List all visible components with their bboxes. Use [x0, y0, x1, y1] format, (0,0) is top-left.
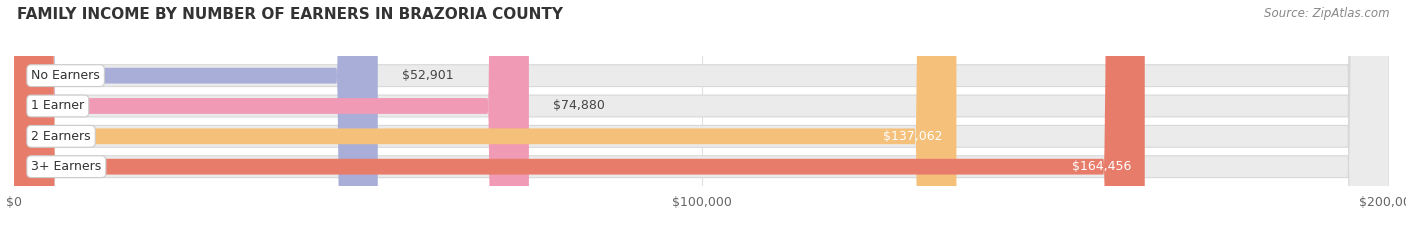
Text: No Earners: No Earners [31, 69, 100, 82]
Text: 1 Earner: 1 Earner [31, 99, 84, 113]
FancyBboxPatch shape [14, 0, 956, 233]
FancyBboxPatch shape [14, 0, 1389, 233]
FancyBboxPatch shape [14, 0, 1144, 233]
Text: $137,062: $137,062 [883, 130, 942, 143]
Text: FAMILY INCOME BY NUMBER OF EARNERS IN BRAZORIA COUNTY: FAMILY INCOME BY NUMBER OF EARNERS IN BR… [17, 7, 562, 22]
Text: 2 Earners: 2 Earners [31, 130, 91, 143]
Text: $74,880: $74,880 [553, 99, 605, 113]
FancyBboxPatch shape [14, 0, 1389, 233]
FancyBboxPatch shape [14, 0, 1389, 233]
Text: 3+ Earners: 3+ Earners [31, 160, 101, 173]
FancyBboxPatch shape [14, 0, 529, 233]
Text: $52,901: $52,901 [402, 69, 454, 82]
Text: Source: ZipAtlas.com: Source: ZipAtlas.com [1264, 7, 1389, 20]
FancyBboxPatch shape [14, 0, 1389, 233]
FancyBboxPatch shape [14, 0, 378, 233]
Text: $164,456: $164,456 [1071, 160, 1130, 173]
